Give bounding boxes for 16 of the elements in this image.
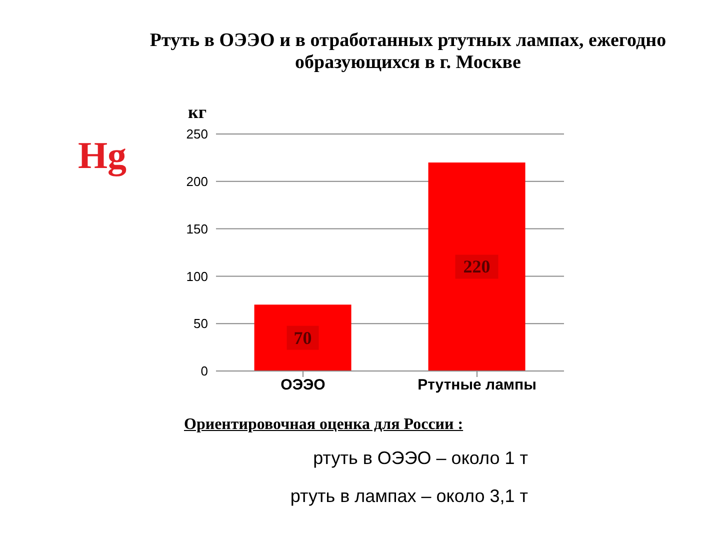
data-label: 220: [463, 256, 490, 277]
y-tick-label: 250: [186, 126, 208, 142]
text: Hg: [78, 134, 127, 178]
y-tick-label: 150: [186, 221, 208, 236]
y-tick-label: 0: [200, 364, 208, 379]
y-tick-label: 50: [194, 316, 208, 332]
chart-title: Ртуть в ОЭЭО и в отработанных ртутных лампах, ежегодно образующихся в г. Москве: [148, 30, 668, 74]
text: ртуть в лампах – около 3,1 т: [289, 486, 528, 507]
y-axis-title: кг: [188, 102, 207, 123]
y-tick-label: 100: [186, 268, 208, 284]
x-tick-label: Ртутные лампы: [418, 376, 536, 394]
x-tick-label: ОЭЭО: [280, 376, 326, 394]
data-label: 70: [294, 328, 312, 348]
text: ртуть в ОЭЭО – около 1 т: [312, 448, 528, 469]
y-tick-label: 200: [186, 174, 208, 190]
text: Ориентировочная оценка для России :: [184, 416, 464, 434]
